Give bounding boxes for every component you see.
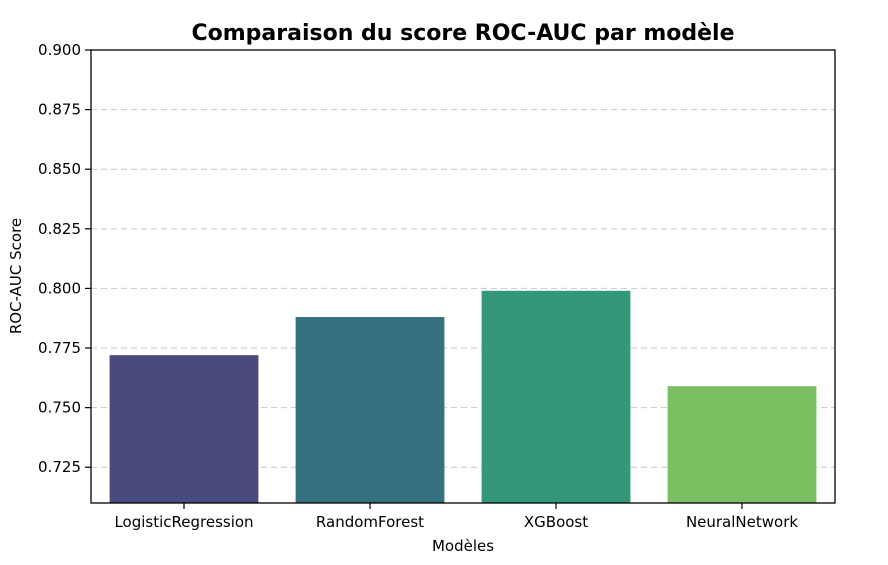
x-tick-label: NeuralNetwork [686, 513, 798, 531]
bar-logisticregression [109, 355, 259, 503]
x-axis: LogisticRegression RandomForest XGBoost Neu… [114, 503, 798, 531]
y-axis: 0.725 0.750 0.775 0.800 0.825 0.850 0.875 0.900 [38, 41, 91, 476]
chart-title: Comparaison du score ROC-AUC par modèle [191, 21, 734, 46]
bar-neuralnetwork [667, 386, 817, 503]
y-tick-label: 0.725 [38, 458, 81, 476]
y-tick-label: 0.775 [38, 339, 81, 357]
x-tick-label: LogisticRegression [114, 513, 253, 531]
y-tick-label: 0.800 [38, 279, 81, 297]
x-tick-label: XGBoost [524, 513, 588, 531]
y-tick-label: 0.900 [38, 41, 81, 59]
plot-frame [90, 49, 836, 504]
y-tick-label: 0.850 [38, 160, 81, 178]
y-axis-label: ROC-AUC Score [7, 218, 25, 334]
x-tick-label: RandomForest [316, 513, 424, 531]
bar-xgboost [481, 290, 631, 503]
x-axis-label: Modèles [432, 537, 494, 555]
y-tick-label: 0.875 [38, 101, 81, 119]
bar-randomforest [295, 317, 445, 503]
y-tick-label: 0.825 [38, 220, 81, 238]
bars [109, 290, 817, 503]
y-tick-label: 0.750 [38, 399, 81, 417]
